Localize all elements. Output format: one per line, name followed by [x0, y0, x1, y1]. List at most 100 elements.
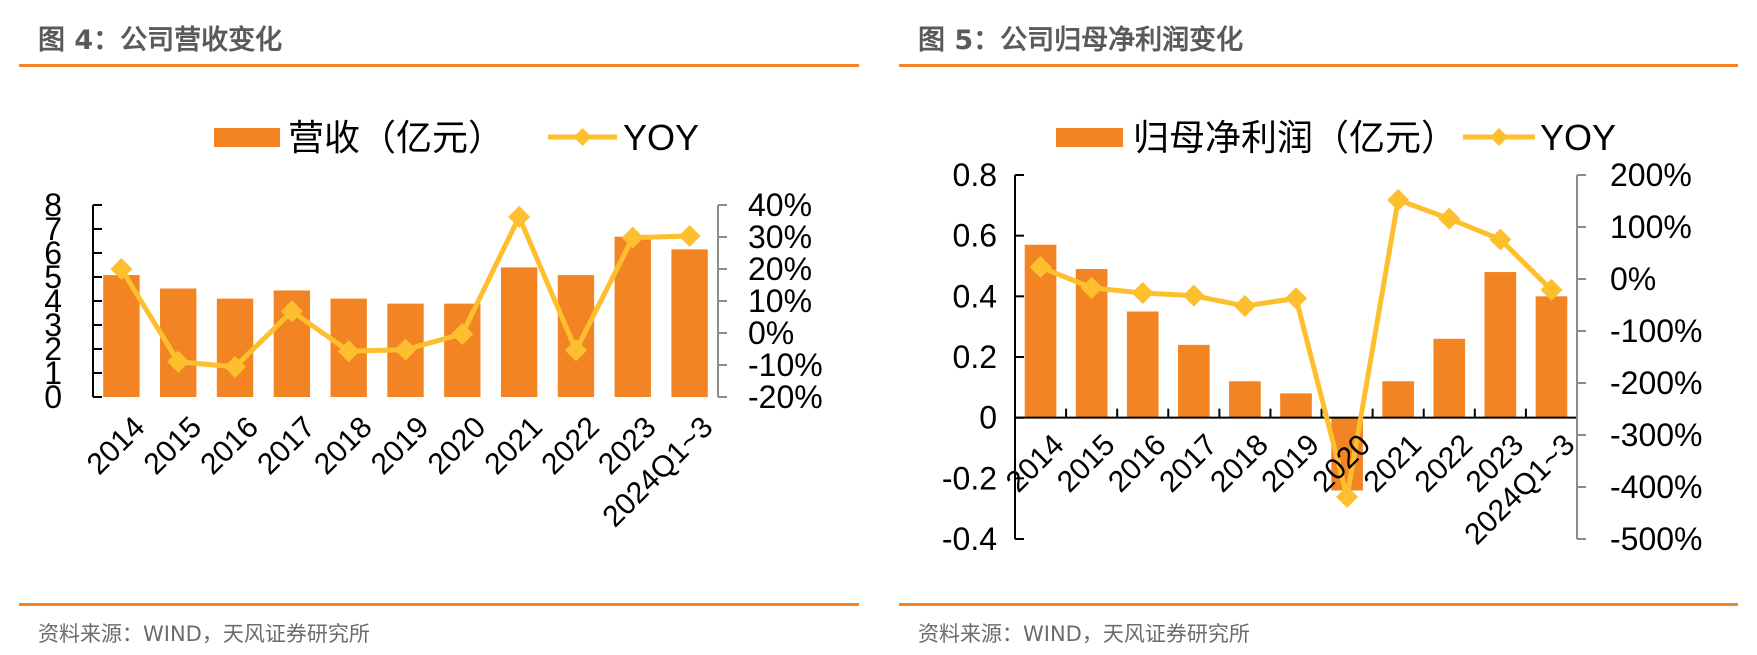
left-y-tick-label: 8 [44, 187, 62, 223]
right-y-tick-label: 20% [748, 251, 812, 287]
yoy-point-2015 [167, 350, 190, 373]
yoy-point-2014 [110, 258, 133, 280]
yoy-point-2024Q1~3 [678, 225, 701, 248]
right-y-tick-label: -200% [1610, 365, 1703, 401]
right-y-tick-label: 100% [1610, 209, 1692, 245]
x-tick-label: 2015 [138, 411, 209, 482]
x-tick-label: 2014 [81, 411, 152, 482]
left-y-tick-label: 0 [979, 400, 997, 436]
legend-line-label: YOY [1540, 117, 1616, 158]
right-y-tick-label: 30% [748, 219, 812, 255]
x-tick-label: 2022 [535, 411, 606, 482]
left-y-tick-label: 7 [44, 211, 62, 247]
right-y-tick-label: 0% [1610, 261, 1656, 297]
left-y-tick-label: 4 [44, 283, 62, 319]
figure-title: 图 4：公司营收变化 [38, 25, 283, 56]
yoy-point-2018 [337, 340, 360, 363]
left-y-tick-label: 0 [44, 379, 62, 415]
x-tick-label: 2016 [1102, 428, 1173, 499]
right-y-tick-label: 200% [1610, 157, 1692, 193]
left-y-tick-label: 6 [44, 235, 62, 271]
bar-2022 [557, 275, 595, 397]
yoy-point-2015 [1080, 276, 1103, 299]
left-y-tick-label: 0.6 [953, 218, 997, 254]
right-y-tick-label: 40% [748, 187, 812, 223]
yoy-point-2019 [394, 338, 417, 361]
right-y-tick-label: -400% [1610, 469, 1703, 505]
footer-rule [899, 603, 1738, 606]
bar-2023 [1484, 272, 1517, 418]
yoy-point-2021 [1387, 188, 1410, 211]
yoy-point-2017 [1182, 284, 1205, 307]
right-y-tick-label: -10% [748, 347, 823, 383]
yoy-point-2017 [280, 300, 303, 323]
right-y-tick-label: -500% [1610, 521, 1703, 557]
left-y-tick-label: 0.2 [953, 339, 997, 375]
x-tick-label: 2022 [1409, 428, 1480, 499]
left-y-tick-label: -0.2 [942, 460, 997, 496]
bar-2017 [1177, 344, 1210, 418]
yoy-point-2016 [224, 355, 247, 378]
left-y-tick-label: 0.4 [953, 278, 997, 314]
left-y-tick-label: -0.4 [942, 521, 997, 557]
x-tick-label: 2018 [1204, 428, 1275, 499]
yoy-point-2023 [1489, 228, 1512, 251]
legend-bar-swatch [1056, 128, 1123, 147]
footer-rule [19, 603, 859, 606]
bar-2021 [500, 267, 538, 397]
bar-2016 [1126, 311, 1159, 418]
right-y-tick-label: -100% [1610, 313, 1703, 349]
yoy-point-2022 [564, 339, 587, 362]
title-rule [899, 64, 1738, 67]
right-y-tick-label: 0% [748, 315, 794, 351]
bar-2022 [1433, 338, 1466, 418]
x-tick-label: 2019 [1255, 428, 1326, 499]
yoy-point-2018 [1233, 295, 1256, 318]
bar-2014 [103, 275, 140, 397]
legend-diamond-icon [573, 128, 592, 146]
legend-bar-label: 营收（亿元） [288, 117, 504, 158]
legend-line-label: YOY [623, 117, 699, 158]
left-y-tick-label: 0.8 [953, 157, 997, 193]
figure-net-profit: 图 5：公司归母净利润变化 归母净利润（亿元） YOY -0.4 -0.2 0 0.2 0.… [880, 0, 1757, 655]
x-tick-label: 2017 [251, 411, 322, 482]
bar-2024Q1~3 [1535, 296, 1568, 418]
x-tick-label: 2018 [308, 411, 379, 482]
right-y-tick-label: 10% [748, 283, 812, 319]
bar-2024Q1~3 [671, 249, 708, 397]
right-y-tick-label: -20% [748, 379, 823, 415]
legend-diamond-icon [1490, 128, 1508, 146]
yoy-point-2023 [621, 226, 644, 249]
x-tick-label: 2016 [194, 411, 265, 482]
bar-2016 [216, 298, 254, 397]
net-profit-chart: 归母净利润（亿元） YOY -0.4 -0.2 0 0.2 0.4 0.6 0.8 -500% -4… [942, 117, 1703, 557]
x-tick-label: 2021 [1358, 428, 1429, 499]
bar-2018 [1229, 381, 1261, 418]
yoy-point-2014 [1029, 256, 1052, 279]
x-tick-label: 2020 [422, 411, 493, 482]
right-y-tick-label: -300% [1610, 417, 1703, 453]
left-y-tick-label: 1 [44, 355, 62, 391]
left-y-tick-label: 5 [44, 259, 62, 295]
yoy-point-2016 [1131, 282, 1154, 305]
figure-title: 图 5：公司归母净利润变化 [918, 25, 1244, 56]
figure-revenue: 图 4：公司营收变化 营收（亿元） YOY 0 1 2 3 4 5 6 7 8 -20% -10% 0% 1… [19, 25, 859, 646]
yoy-point-2024Q1~3 [1540, 278, 1563, 301]
bar-2019 [1280, 393, 1312, 418]
source-note: 资料来源：WIND，天风证券研究所 [38, 622, 370, 646]
left-y-tick-label: 3 [44, 307, 62, 343]
yoy-point-2019 [1285, 287, 1307, 310]
bar-2020 [444, 303, 481, 397]
yoy-point-2022 [1438, 207, 1461, 230]
yoy-point-2020 [451, 322, 474, 345]
legend-bar-label: 归母净利润（亿元） [1133, 117, 1457, 158]
title-rule [19, 64, 859, 67]
source-note: 资料来源：WIND，天风证券研究所 [918, 622, 1250, 646]
bar-2021 [1382, 381, 1415, 418]
legend-bar-swatch [214, 128, 280, 147]
x-tick-label: 2021 [479, 411, 550, 482]
x-tick-label: 2015 [1051, 428, 1122, 499]
x-tick-label: 2019 [365, 411, 436, 482]
yoy-point-2020 [1336, 485, 1359, 508]
